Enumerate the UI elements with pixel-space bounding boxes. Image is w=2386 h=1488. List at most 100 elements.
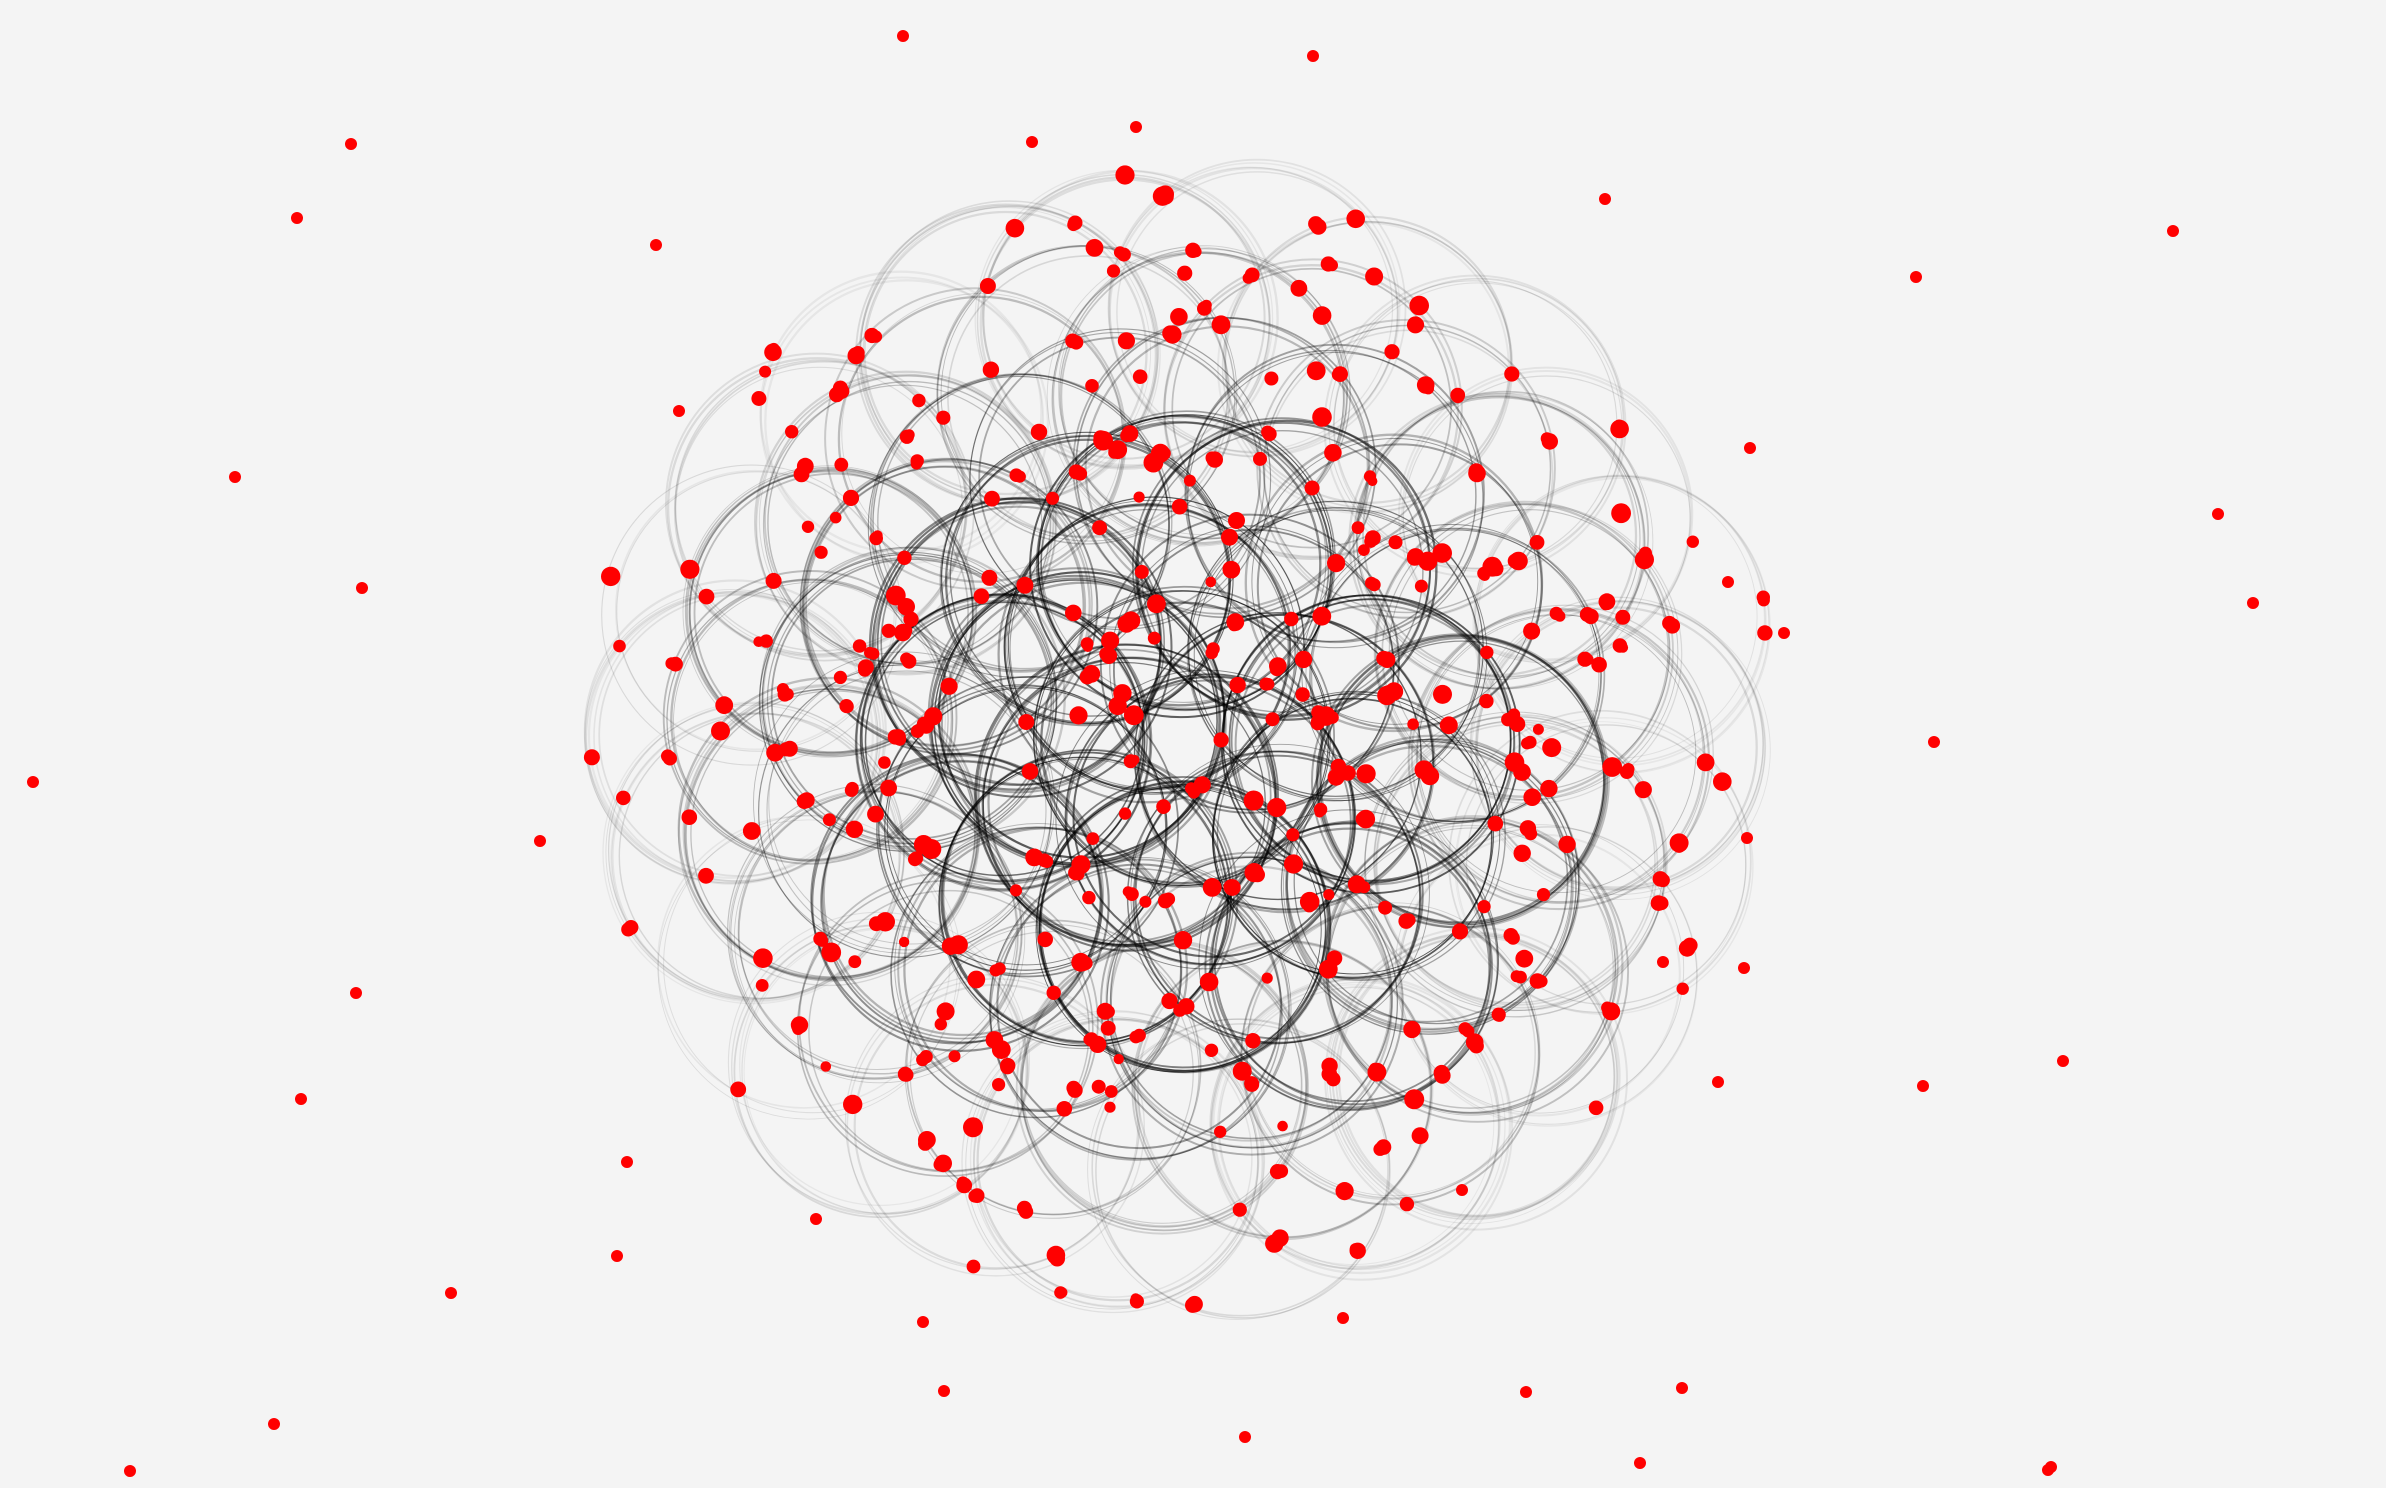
- particle-548: [1712, 1076, 1724, 1088]
- particle-487: [898, 936, 910, 948]
- ring-270: [1211, 974, 1512, 1275]
- particle-297: [981, 278, 992, 289]
- particle-299: [1205, 451, 1219, 465]
- particle-368: [1057, 1287, 1068, 1298]
- ring-257: [1397, 825, 1699, 1127]
- particle-53: [1380, 691, 1393, 705]
- particle-406: [698, 588, 715, 605]
- particle-380: [755, 979, 769, 992]
- particle-151: [1157, 893, 1173, 909]
- particle-408: [759, 365, 772, 378]
- particle-475: [1367, 476, 1378, 487]
- particle-343: [1519, 820, 1537, 837]
- particle-112: [1082, 665, 1101, 683]
- particle-450: [1414, 579, 1428, 593]
- particle-454: [1509, 716, 1526, 732]
- particle-386: [849, 823, 862, 837]
- particle-33: [1228, 512, 1245, 529]
- particle-528: [1130, 121, 1142, 133]
- ring-197: [738, 790, 1023, 1075]
- ring-349: [1474, 600, 1765, 890]
- particle-110: [1093, 430, 1108, 445]
- particle-521: [1091, 1079, 1106, 1094]
- particle-236: [1415, 1130, 1428, 1143]
- particle-345: [1682, 937, 1698, 953]
- particle-232: [1378, 900, 1393, 915]
- particle-146: [1214, 1125, 1227, 1139]
- particle-436: [1504, 366, 1520, 382]
- ring-268: [1209, 978, 1501, 1270]
- particle-108: [1114, 690, 1127, 703]
- particle-248: [918, 1136, 933, 1151]
- ring-137: [799, 460, 1091, 752]
- particle-491: [1536, 888, 1551, 902]
- particle-159: [833, 670, 848, 685]
- particle-228: [1326, 967, 1337, 978]
- ring-209: [673, 581, 954, 863]
- particle-300: [1085, 239, 1104, 257]
- ring-201: [677, 676, 981, 980]
- ring-299: [611, 712, 901, 1002]
- particle-49: [1477, 900, 1491, 914]
- ring-58: [886, 685, 1167, 966]
- particle-189: [1351, 521, 1365, 535]
- ring-64: [864, 601, 1146, 883]
- particle-278: [887, 729, 904, 745]
- particle-184: [1253, 451, 1267, 466]
- particle-6: [1302, 899, 1317, 913]
- ring-343: [1402, 375, 1691, 664]
- ring-255: [1454, 721, 1747, 1013]
- particle-139: [1286, 855, 1297, 867]
- ring-70: [880, 500, 1166, 786]
- particle-171: [1009, 468, 1024, 483]
- particle-38: [1284, 611, 1299, 627]
- particle-567: [2045, 1461, 2057, 1473]
- ring-141: [872, 373, 1170, 672]
- particle-554: [1239, 1431, 1251, 1443]
- particle-541: [27, 776, 39, 788]
- particle-461: [1600, 600, 1611, 611]
- particle-179: [872, 530, 883, 541]
- particle-315: [1367, 268, 1383, 284]
- ring-94: [1316, 634, 1606, 924]
- particle-154: [985, 1031, 1004, 1049]
- particle-426: [1116, 247, 1131, 262]
- ring-149: [1184, 349, 1477, 643]
- particle-497: [1205, 576, 1217, 588]
- particle-566: [1456, 1184, 1468, 1196]
- ring-151: [1185, 343, 1485, 644]
- particle-100: [1205, 646, 1219, 660]
- particle-0: [1294, 650, 1313, 669]
- particle-373: [963, 1117, 983, 1138]
- ring-153: [1244, 433, 1544, 733]
- ring-183: [1015, 941, 1310, 1235]
- particle-264: [948, 1050, 961, 1063]
- particle-341: [1696, 753, 1715, 772]
- ring-99: [1282, 741, 1572, 1030]
- particle-411: [768, 342, 780, 354]
- ring-150: [1187, 351, 1484, 649]
- particle-191: [1162, 325, 1179, 342]
- particle-11: [1262, 678, 1275, 691]
- ring-295: [607, 702, 905, 1000]
- ring-75: [939, 434, 1231, 727]
- ring-195: [730, 790, 1019, 1079]
- ring-247: [1352, 396, 1646, 690]
- particle-500: [1202, 878, 1222, 897]
- ring-100: [1293, 738, 1580, 1025]
- particle-522: [1037, 931, 1053, 948]
- ring-72: [944, 438, 1231, 724]
- particle-163: [822, 813, 836, 827]
- particle-565: [1520, 1386, 1532, 1398]
- particle-552: [1337, 1312, 1349, 1324]
- ring-293: [657, 819, 958, 1120]
- particle-259: [792, 1022, 805, 1035]
- ring-342: [1398, 366, 1694, 662]
- particle-375: [969, 1188, 985, 1203]
- particle-331: [1406, 550, 1423, 566]
- particle-302: [1201, 299, 1212, 311]
- ring-15: [982, 661, 1266, 946]
- particle-424: [1106, 264, 1121, 278]
- particle-446: [1488, 561, 1504, 577]
